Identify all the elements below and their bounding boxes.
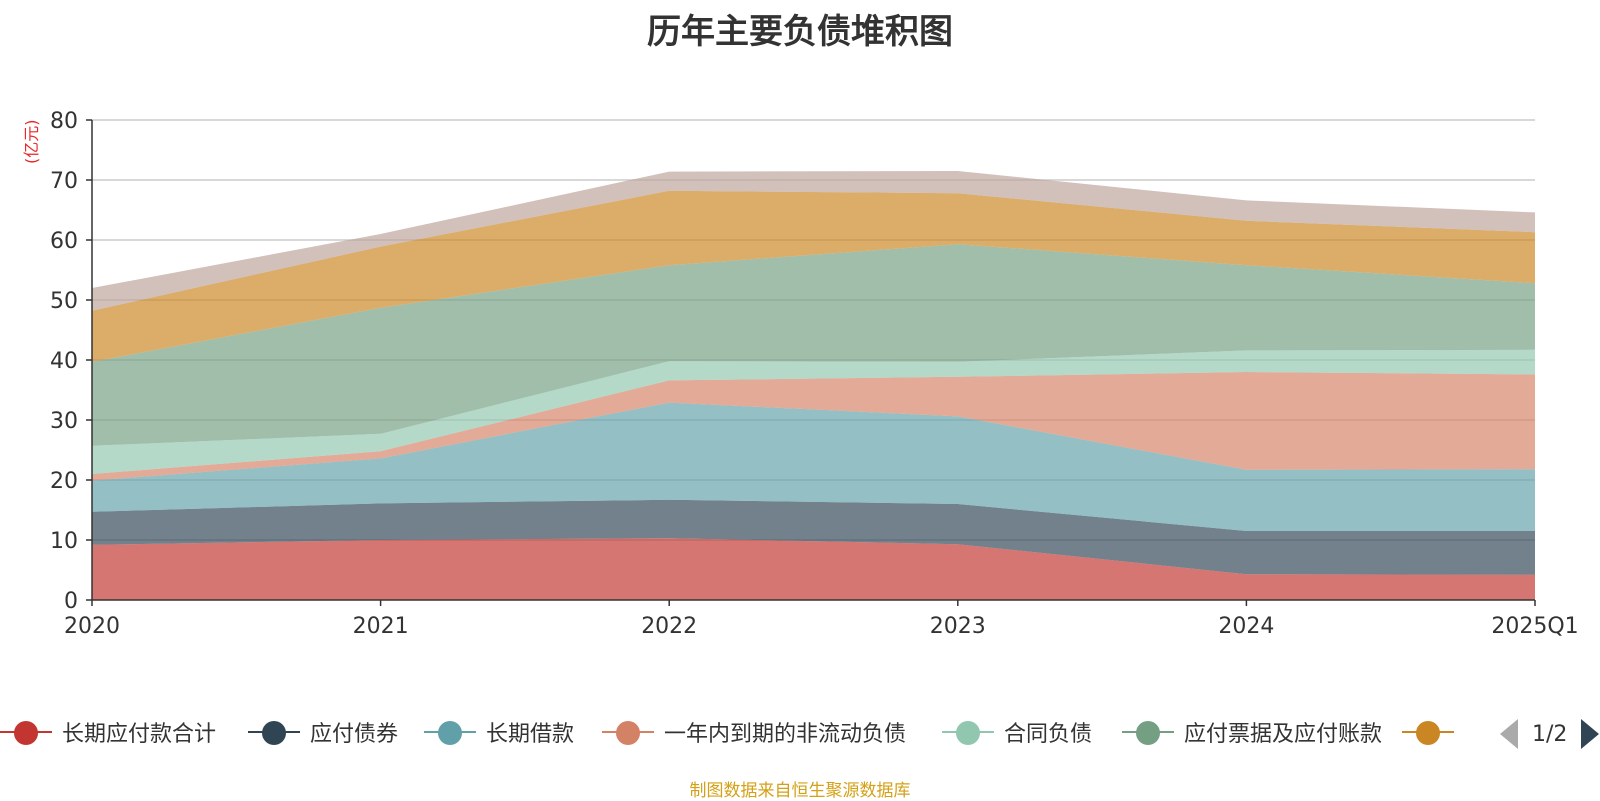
legend-label: 长期应付款合计 <box>62 722 217 747</box>
legend-item-5[interactable]: 合同负债 <box>942 712 1092 752</box>
legend-item-6[interactable]: 应付票据及应付账款 <box>1122 712 1382 752</box>
area-series-8[interactable] <box>92 171 1535 311</box>
legend-label: 合同负债 <box>1004 722 1093 747</box>
x-tick-label: 2021 <box>353 614 409 639</box>
area-series-1[interactable] <box>92 538 1535 600</box>
legend-marker-icon <box>602 717 654 747</box>
area-series-6[interactable] <box>92 244 1535 446</box>
area-series-3[interactable] <box>92 402 1535 531</box>
legend-prev-page-icon[interactable] <box>1500 719 1518 749</box>
legend-item-4[interactable]: 一年内到期的非流动负债 <box>602 712 906 752</box>
y-tick-label: 0 <box>64 589 78 614</box>
legend-label: 应付票据及应付账款 <box>1184 722 1383 747</box>
x-tick-label: 2025Q1 <box>1491 614 1578 639</box>
x-tick-label: 2023 <box>930 614 986 639</box>
stacked-area-chart: 0 10 20 30 40 50 60 70 80 2020 2021 2022 2023 2024 202… <box>50 109 1579 639</box>
legend-marker-icon <box>0 717 52 747</box>
legend-label: 长期借款 <box>486 722 575 747</box>
legend-pager: 1/2 <box>1500 718 1600 750</box>
x-tick-label: 2024 <box>1218 614 1274 639</box>
data-source-note: 制图数据来自恒生聚源数据库 <box>689 781 911 801</box>
legend: 长期应付款合计 应付债券 长期借款 一年内到期的非流动负债 合同负债 应付票据及应付账款 <box>0 712 1600 752</box>
y-tick-label: 60 <box>50 229 78 254</box>
axes: 0 10 20 30 40 50 60 70 80 2020 2021 2022 2023 2024 202… <box>50 109 1579 639</box>
y-tick-label: 20 <box>50 469 78 494</box>
legend-item-2[interactable]: 应付债券 <box>248 712 398 752</box>
y-tick-label: 10 <box>50 529 78 554</box>
y-tick-label: 40 <box>50 349 78 374</box>
chart-title: 历年主要负债堆积图 <box>647 12 953 52</box>
legend-marker-icon <box>942 717 994 747</box>
area-series-5[interactable] <box>92 349 1535 474</box>
y-tick-label: 80 <box>50 109 78 134</box>
legend-item-1[interactable]: 长期应付款合计 <box>0 712 216 752</box>
legend-marker-icon <box>1122 717 1174 747</box>
area-series-4[interactable] <box>92 372 1535 481</box>
x-tick-label: 2022 <box>641 614 697 639</box>
legend-item-3[interactable]: 长期借款 <box>424 712 574 752</box>
area-series-2[interactable] <box>92 499 1535 575</box>
legend-label: 应付债券 <box>310 722 399 747</box>
legend-marker-icon <box>1402 717 1454 747</box>
legend-page-indicator: 1/2 <box>1532 721 1568 747</box>
area-series-7[interactable] <box>92 190 1535 362</box>
y-tick-label: 30 <box>50 409 78 434</box>
legend-marker-icon <box>248 717 300 747</box>
y-tick-label: 50 <box>50 289 78 314</box>
legend-marker-icon <box>424 717 476 747</box>
legend-item-7[interactable] <box>1402 712 1454 752</box>
y-tick-label: 70 <box>50 169 78 194</box>
x-tick-label: 2020 <box>64 614 120 639</box>
area-series <box>92 171 1535 600</box>
legend-next-page-icon[interactable] <box>1581 719 1600 749</box>
legend-label: 一年内到期的非流动负债 <box>664 722 907 747</box>
